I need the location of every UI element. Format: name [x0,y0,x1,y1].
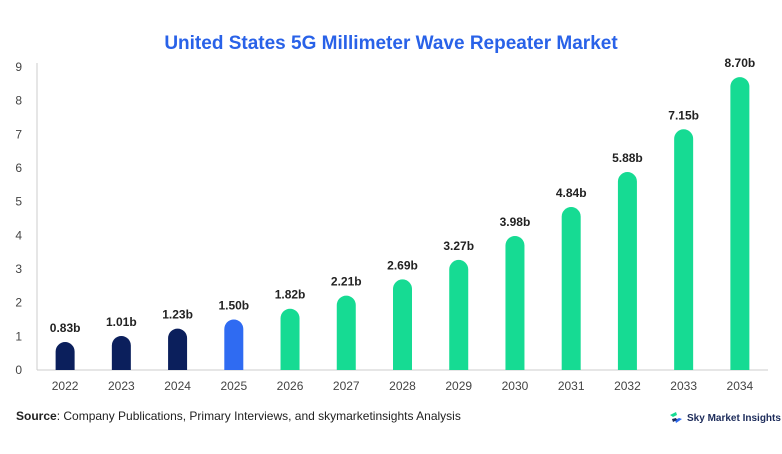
x-tick-label: 2022 [52,379,79,393]
y-tick-label: 9 [15,60,22,74]
bar-2024 [168,328,188,370]
bar-2022 [55,342,75,370]
bar-2031 [561,207,581,370]
x-tick-label: 2025 [220,379,247,393]
x-tick-label: 2029 [445,379,472,393]
data-label: 0.83b [50,321,81,335]
source-label: Source [16,409,57,423]
brand-name: Sky Market Insights [687,412,781,424]
bar-2025 [224,319,244,370]
data-label: 2.21b [331,275,362,289]
bar-2032 [617,172,637,370]
x-tick-label: 2027 [333,379,360,393]
x-tick-label: 2033 [670,379,697,393]
x-tick-label: 2023 [108,379,135,393]
y-tick-label: 8 [15,94,22,108]
bar-2023 [111,335,131,370]
bar-2028 [393,279,412,370]
chart-title: United States 5G Millimeter Wave Repeate… [164,33,618,54]
x-tick-label: 2024 [164,379,191,393]
data-labels: 0.83b 1.01b 1.23b 1.50b 1.82b 2.21b 2.69b 3.27b… [50,56,755,335]
brand-logo: Sky Market Insights [668,410,781,426]
bar-2029 [449,259,469,370]
x-tick-label: 2032 [614,379,641,393]
bar-2027 [336,295,356,370]
data-label: 4.84b [556,186,587,200]
x-tick-label: 2031 [558,379,585,393]
y-tick-label: 4 [15,228,22,242]
x-tick-label: 2026 [277,379,304,393]
sky-market-insights-logo-icon [670,412,682,423]
data-label: 1.82b [275,288,306,302]
data-label: 3.27b [443,239,474,253]
source-note: Source: Company Publications, Primary In… [16,409,461,423]
data-label: 3.98b [500,215,531,229]
y-tick-label: 3 [15,262,22,276]
x-tick-label: 2028 [389,379,416,393]
data-label: 8.70b [725,56,756,70]
x-tick-label: 2030 [502,379,529,393]
bar-2026 [280,308,300,370]
bar-2034 [730,77,750,370]
y-tick-label: 7 [15,127,22,141]
data-label: 7.15b [668,108,699,122]
data-label: 1.50b [218,299,249,313]
source-text: : Company Publications, Primary Intervie… [56,409,461,423]
y-tick-label: 0 [15,363,22,377]
data-label: 5.88b [612,151,643,165]
bar-2030 [505,236,525,370]
y-tick-label: 1 [15,329,22,343]
y-tick-label: 6 [15,161,22,175]
data-label: 2.69b [387,258,418,272]
x-axis: 2022 2023 2024 2025 2026 2027 2028 2029 2030 2031… [37,369,768,393]
bar-2033 [674,129,694,370]
y-tick-label: 5 [15,195,22,209]
bar-series [55,77,750,370]
data-label: 1.01b [106,315,137,329]
y-tick-label: 2 [15,296,22,310]
x-tick-label: 2034 [727,379,754,393]
y-axis: 0 1 2 3 4 5 6 7 8 9 [15,60,38,377]
data-label: 1.23b [162,308,193,322]
